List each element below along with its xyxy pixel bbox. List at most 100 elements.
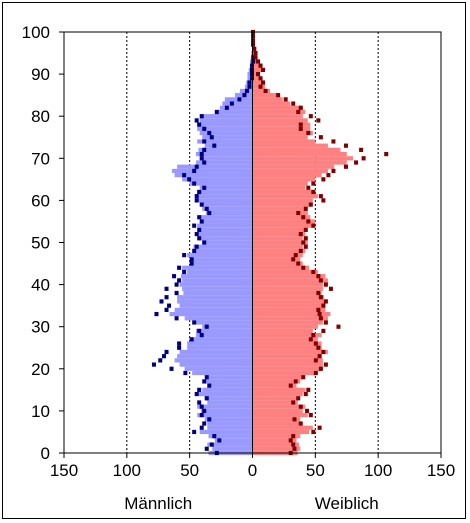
- bar-male: [204, 379, 253, 384]
- bar-male: [212, 446, 253, 451]
- bar-female: [252, 206, 306, 211]
- marker-female: [293, 379, 298, 384]
- bar-male: [206, 210, 253, 216]
- marker-female: [251, 42, 256, 47]
- y-tick-label: 10: [31, 402, 50, 421]
- marker-female: [303, 227, 308, 232]
- y-tick-label: 70: [31, 149, 50, 168]
- marker-female: [251, 38, 256, 43]
- bar-female: [252, 274, 326, 279]
- marker-female: [321, 303, 326, 308]
- bar-female: [252, 88, 271, 94]
- bar-male: [189, 181, 253, 186]
- bar-male: [204, 396, 253, 401]
- marker-male: [192, 248, 197, 254]
- bar-male: [197, 126, 253, 131]
- marker-male: [251, 59, 256, 64]
- marker-male: [242, 93, 247, 98]
- bar-male: [193, 244, 253, 249]
- bar-female: [252, 421, 301, 426]
- bar-female: [252, 236, 303, 241]
- bar-male: [208, 375, 253, 380]
- marker-male: [158, 358, 163, 363]
- y-tick-label: 40: [31, 276, 50, 295]
- bar-male: [182, 286, 253, 291]
- bar-female: [252, 126, 311, 131]
- bar-male: [183, 290, 253, 296]
- bar-female: [252, 358, 323, 363]
- bar-female: [252, 354, 322, 359]
- marker-female: [298, 404, 303, 409]
- marker-female: [283, 97, 288, 102]
- bar-male: [202, 135, 253, 140]
- bar-female: [252, 181, 308, 186]
- bar-male: [192, 257, 253, 262]
- marker-female: [316, 290, 321, 296]
- marker-female: [311, 333, 316, 338]
- marker-female: [263, 88, 268, 94]
- marker-female: [296, 210, 301, 216]
- bar-male: [204, 143, 253, 148]
- marker-male: [192, 181, 197, 186]
- marker-male: [192, 168, 197, 174]
- marker-male: [164, 349, 169, 355]
- marker-male: [167, 303, 172, 308]
- bar-male: [197, 223, 253, 228]
- bar-male: [187, 345, 253, 350]
- bar-female: [252, 417, 301, 422]
- marker-male: [237, 97, 242, 102]
- bar-male: [177, 299, 253, 304]
- marker-male: [177, 341, 182, 346]
- marker-female: [291, 257, 296, 262]
- marker-female: [292, 417, 297, 422]
- marker-male: [197, 328, 202, 334]
- marker-female: [288, 383, 293, 388]
- bar-male: [197, 189, 253, 195]
- bar-male: [195, 320, 253, 325]
- marker-male: [224, 105, 229, 110]
- bar-female: [252, 370, 316, 376]
- bar-male: [184, 316, 253, 321]
- bar-male: [184, 366, 253, 371]
- marker-female: [326, 173, 331, 178]
- marker-male: [174, 316, 179, 321]
- marker-male: [249, 76, 254, 81]
- bar-female: [252, 67, 263, 72]
- bar-female: [252, 379, 301, 384]
- bar-female: [252, 324, 318, 329]
- bar-female: [252, 160, 347, 165]
- marker-male: [151, 362, 156, 367]
- bar-female: [252, 240, 308, 245]
- bar-female: [252, 189, 316, 195]
- marker-male: [197, 400, 202, 405]
- y-tick-label: 20: [31, 360, 50, 379]
- x-tick-labels: 150 100 50 0 50 100 150: [50, 453, 455, 480]
- bar-female: [252, 311, 331, 317]
- bar-female: [252, 177, 316, 182]
- bar-male: [198, 147, 253, 152]
- bar-female: [252, 328, 313, 334]
- bar-male: [179, 303, 253, 308]
- bar-male: [214, 109, 253, 115]
- marker-male: [192, 320, 197, 325]
- bar-male: [199, 185, 253, 190]
- marker-male: [204, 324, 209, 329]
- bar-male: [177, 164, 253, 169]
- bar-female: [252, 408, 303, 414]
- marker-male: [194, 391, 199, 397]
- bar-female: [252, 156, 354, 161]
- bar-female: [252, 223, 313, 228]
- bar-female: [252, 303, 326, 308]
- bar-female: [252, 139, 316, 144]
- marker-male: [194, 244, 199, 249]
- bar-female: [252, 375, 303, 380]
- bar-female: [252, 307, 326, 312]
- marker-female: [323, 362, 328, 367]
- marker-female: [316, 274, 321, 279]
- marker-male: [194, 194, 199, 199]
- marker-female: [318, 278, 323, 283]
- x-tick-label: 150: [50, 461, 78, 480]
- marker-female: [301, 375, 306, 380]
- bar-male: [199, 429, 253, 435]
- marker-female: [323, 299, 328, 304]
